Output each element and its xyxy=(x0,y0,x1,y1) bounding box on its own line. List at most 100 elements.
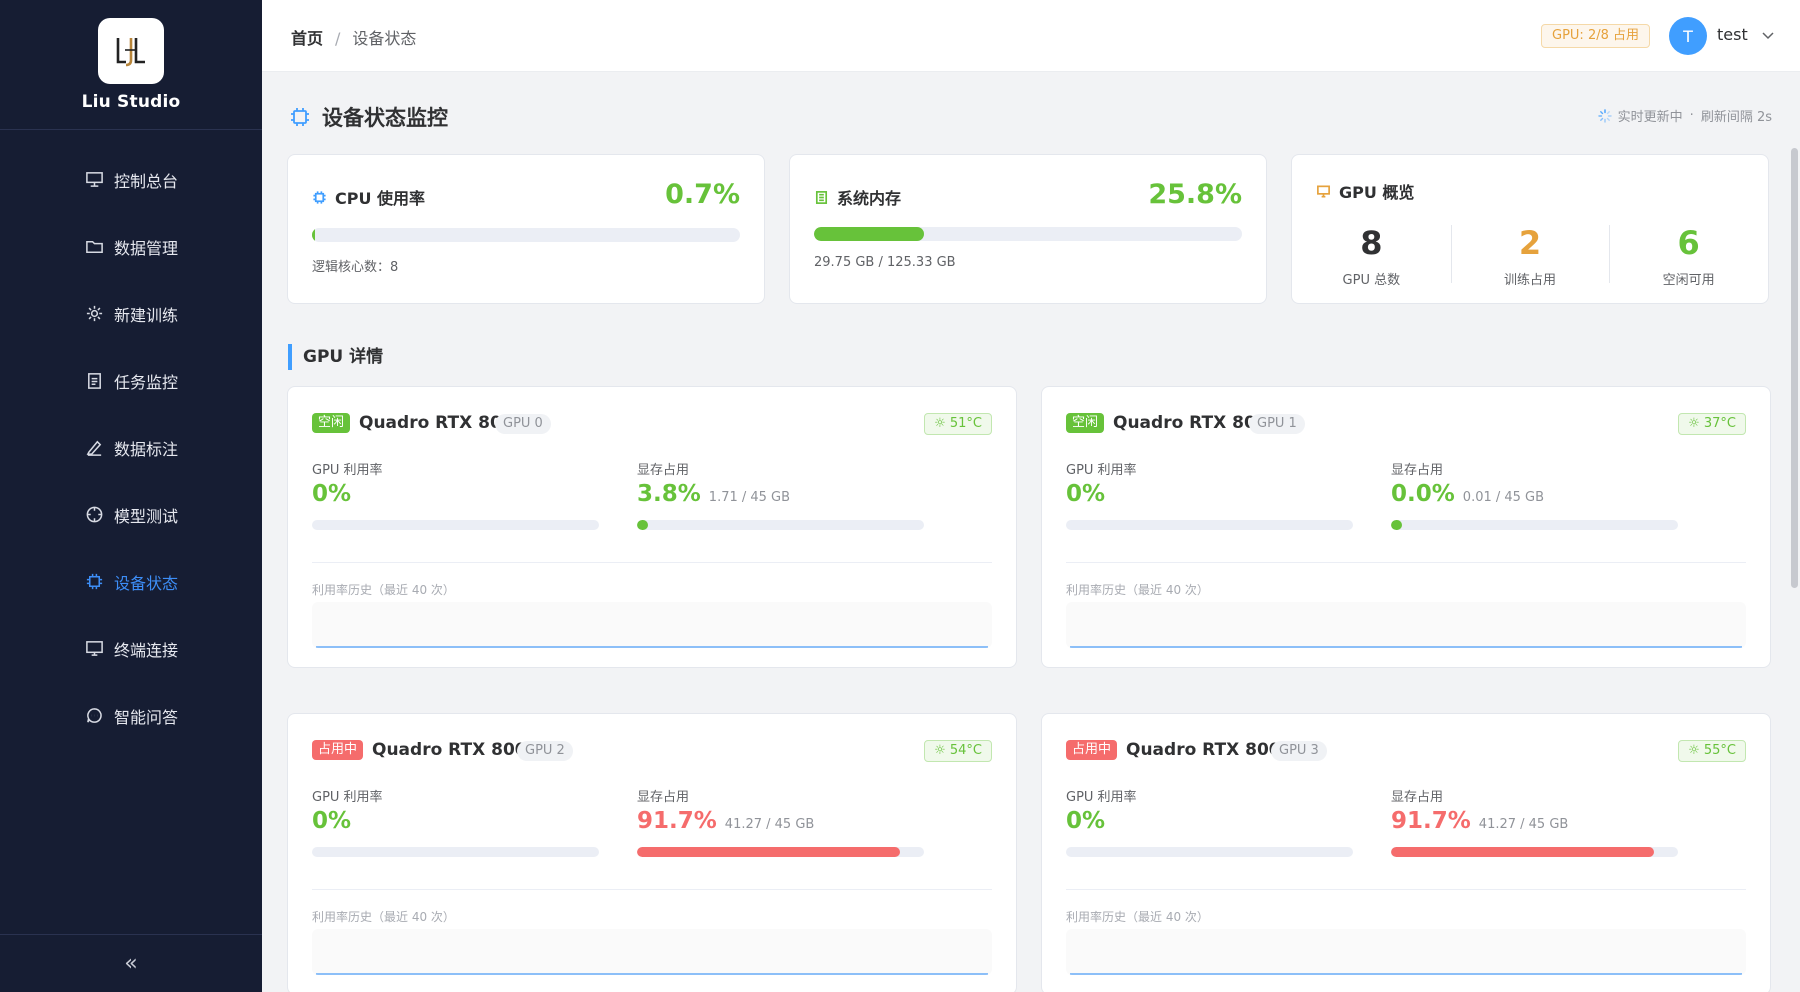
gpu-status-tag: 空闲 xyxy=(312,413,351,433)
sidebar-item-label: 数据管理 xyxy=(114,238,179,258)
gpu-mem-label: 显存占用 xyxy=(637,463,690,478)
gpu-index-badge: GPU 1 xyxy=(1249,414,1305,434)
gpu-overview-title: GPU 概览 xyxy=(1339,183,1415,202)
sidebar-item-task-monitor[interactable]: 任务监控 xyxy=(0,347,262,414)
gpu-history-sparkline xyxy=(1066,929,1746,975)
gpu-mem-label: 显存占用 xyxy=(1391,790,1444,805)
sidebar-item-data-management[interactable]: 数据管理 xyxy=(0,213,262,280)
gpu-mem-value-row: 0.0% 0.01 / 45 GB xyxy=(1391,481,1544,507)
main-content: 设备状态监控 实时更新中 · 刷新间隔 2s CPU 使用率 0.7% 逻辑核心… xyxy=(262,72,1800,992)
sidebar-item-new-training[interactable]: 新建训练 xyxy=(0,280,262,347)
cpu-card: CPU 使用率 0.7% 逻辑核心数：8 xyxy=(287,154,765,304)
target-icon xyxy=(84,505,104,525)
gpu-util-value: 0% xyxy=(312,481,352,507)
gpu-util-value: 0% xyxy=(1066,808,1106,834)
sidebar-nav: 控制总台 数据管理 新建训练 任务监控 数据标注 模型测试 设备状态 终端连接 xyxy=(0,130,262,749)
gpu-mem-bar xyxy=(637,520,924,530)
gpu-temperature-badge: ☼ 55°C xyxy=(1678,740,1746,762)
memory-title: 系统内存 xyxy=(837,189,902,208)
collapse-sidebar-button[interactable]: « xyxy=(0,934,262,992)
gpu-overview-card: GPU 概览 8 GPU 总数 2 训练占用 6 空闲可用 xyxy=(1291,154,1769,304)
memory-card: 系统内存 25.8% 29.75 GB / 125.33 GB xyxy=(789,154,1267,304)
gpu-free-stat: 6 空闲可用 xyxy=(1609,225,1768,288)
sidebar-item-label: 任务监控 xyxy=(114,372,179,392)
gpu-temperature-badge: ☼ 54°C xyxy=(924,740,992,762)
gpu-status-tag: 占用中 xyxy=(1066,740,1118,760)
refresh-interval: 刷新间隔 2s xyxy=(1700,110,1772,125)
gpu-busy-value: 2 xyxy=(1518,224,1542,262)
avatar[interactable]: T xyxy=(1669,17,1707,55)
sidebar-item-device-status[interactable]: 设备状态 xyxy=(0,548,262,615)
gpu-temperature: 51°C xyxy=(949,416,982,431)
sidebar-item-label: 控制总台 xyxy=(114,171,179,191)
gpu-util-bar xyxy=(312,847,599,857)
gpu-history-label: 利用率历史（最近 40 次） xyxy=(312,910,455,924)
gpu-name: Quadro RTX 8000 xyxy=(1126,740,1293,760)
live-separator: · xyxy=(1689,108,1694,123)
gpu-history-label: 利用率历史（最近 40 次） xyxy=(312,583,455,597)
gpu-mem-value: 91.7% xyxy=(1391,808,1471,834)
gpu-history-sparkline xyxy=(1066,602,1746,648)
gpu-total-value: 8 xyxy=(1360,224,1383,262)
gpu-util-bar xyxy=(1066,520,1353,530)
page-header: 设备状态监控 xyxy=(288,102,448,132)
pen-icon xyxy=(84,438,104,458)
gpu-temperature: 37°C xyxy=(1703,416,1736,431)
gpu-name: Quadro RTX 8000 xyxy=(359,413,526,433)
gpu-overview-stats: 8 GPU 总数 2 训练占用 6 空闲可用 xyxy=(1292,225,1768,288)
sidebar-item-dashboard[interactable]: 控制总台 xyxy=(0,146,262,213)
gpu-temperature-badge: ☼ 51°C xyxy=(924,413,992,435)
sun-icon: ☼ xyxy=(1688,416,1704,431)
gpu-free-label: 空闲可用 xyxy=(1662,273,1715,288)
gpu-history-sparkline xyxy=(312,602,992,648)
gpu-history-sparkline xyxy=(312,929,992,975)
cpu-usage-value: 0.7% xyxy=(665,179,740,210)
brand: Liu Studio xyxy=(0,0,262,130)
sidebar-item-data-annotation[interactable]: 数据标注 xyxy=(0,414,262,481)
folder-icon xyxy=(84,237,104,257)
gpu-busy-stat: 2 训练占用 xyxy=(1450,224,1610,288)
sun-icon: ☼ xyxy=(934,416,950,431)
live-status: 实时更新中 · 刷新间隔 2s xyxy=(1597,106,1772,125)
cpu-progress-bar xyxy=(312,228,740,242)
gpu-mem-label: 显存占用 xyxy=(637,790,690,805)
chat-icon xyxy=(84,706,104,726)
sidebar-item-terminal[interactable]: 终端连接 xyxy=(0,615,262,682)
gpu-temperature-badge: ☼ 37°C xyxy=(1678,413,1746,435)
sidebar-item-model-testing[interactable]: 模型测试 xyxy=(0,481,262,548)
memory-card-header: 系统内存 xyxy=(814,185,901,209)
gpu-mem-bar xyxy=(637,847,924,857)
gpu-index-badge: GPU 2 xyxy=(517,741,573,761)
memory-icon xyxy=(815,190,828,204)
scrollbar[interactable] xyxy=(1791,148,1798,588)
gpu-usage-badge: GPU: 2/8 占用 xyxy=(1541,24,1650,48)
gpu-free-value: 6 xyxy=(1677,224,1700,262)
chevron-down-icon[interactable] xyxy=(1760,27,1776,43)
breadcrumb-home[interactable]: 首页 xyxy=(291,29,324,48)
cpu-cores: 逻辑核心数：8 xyxy=(312,260,399,275)
gpu-util-value: 0% xyxy=(312,808,352,834)
sidebar-item-label: 模型测试 xyxy=(114,506,179,526)
double-chevron-left-icon: « xyxy=(124,951,138,976)
logo-mark-icon xyxy=(116,37,145,66)
gpu-mem-value: 0.0% xyxy=(1391,481,1455,507)
gpu-total-label: GPU 总数 xyxy=(1342,273,1401,288)
sidebar-item-smart-qa[interactable]: 智能问答 xyxy=(0,682,262,749)
cpu-progress-fill xyxy=(312,228,315,242)
sidebar-item-label: 数据标注 xyxy=(114,439,179,459)
chip-icon xyxy=(291,108,309,126)
gpu-mem-bar xyxy=(1391,847,1678,857)
gpu-mem-bar xyxy=(1391,520,1678,530)
cpu-card-header: CPU 使用率 xyxy=(312,185,425,209)
monitor-icon xyxy=(1317,185,1330,197)
live-status-text: 实时更新中 xyxy=(1617,110,1683,125)
gpu-history-line xyxy=(1070,973,1742,975)
gpu-history-line xyxy=(1070,646,1742,648)
sidebar-item-label: 终端连接 xyxy=(114,640,179,660)
breadcrumb-current: 设备状态 xyxy=(352,29,417,48)
gpu-card: 占用中 Quadro RTX 8000 GPU 3 ☼ 55°C GPU 利用率… xyxy=(1041,713,1771,992)
gear-icon xyxy=(84,304,104,324)
username[interactable]: test xyxy=(1717,25,1748,44)
logo xyxy=(98,17,164,84)
sidebar-item-label: 智能问答 xyxy=(114,707,179,727)
